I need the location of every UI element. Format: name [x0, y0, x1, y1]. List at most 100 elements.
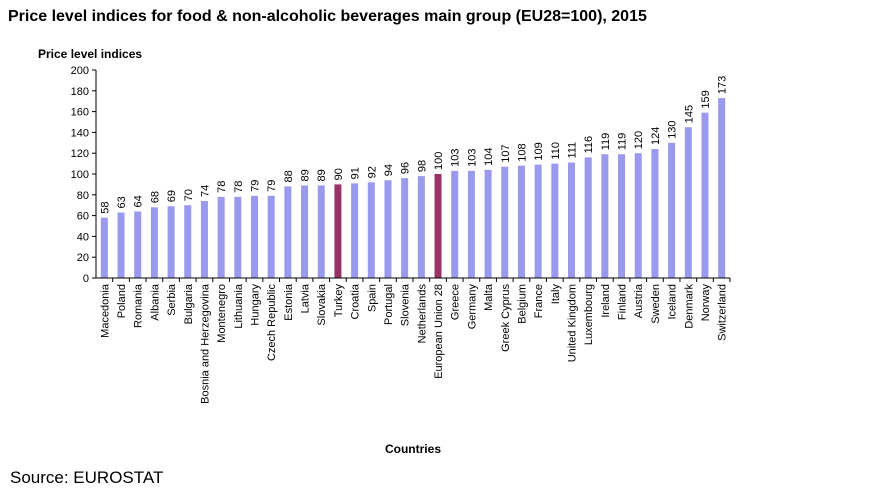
- x-tick-label: Bosnia and Herzegovina: [199, 283, 211, 404]
- bar: [434, 174, 442, 278]
- x-tick-label: Italy: [550, 284, 562, 305]
- data-label: 159: [700, 90, 712, 108]
- y-tick-label: 80: [77, 190, 89, 202]
- bar: [484, 169, 492, 278]
- x-tick-label: Ireland: [600, 284, 612, 318]
- y-tick-label: 20: [77, 252, 89, 264]
- data-label: 124: [650, 127, 662, 145]
- bar: [718, 98, 726, 278]
- bar: [217, 196, 225, 278]
- x-tick-label: Malta: [483, 283, 495, 311]
- bar: [251, 195, 259, 278]
- x-axis-title: Countries: [385, 442, 441, 456]
- bar: [501, 166, 509, 278]
- bar: [351, 183, 359, 278]
- data-label: 79: [250, 180, 262, 192]
- y-tick-label: 180: [71, 86, 89, 98]
- y-axis-title: Price level indices: [38, 47, 142, 61]
- x-tick-label: Spain: [366, 284, 378, 312]
- data-label: 63: [116, 196, 128, 208]
- x-tick-label: Germany: [466, 284, 478, 330]
- data-label: 173: [717, 76, 729, 94]
- x-tick-label: Serbia: [166, 283, 178, 316]
- bar: [184, 205, 192, 278]
- bar: [384, 180, 392, 278]
- y-axis: 0 20 40 60 80 100 120 140 160 180 200: [71, 65, 97, 285]
- x-tick-label: Luxembourg: [583, 284, 595, 345]
- x-tick-label: France: [533, 284, 545, 318]
- data-label: 89: [316, 169, 328, 181]
- x-tick-label: Iceland: [667, 284, 679, 319]
- data-label: 119: [600, 133, 612, 151]
- data-label: 69: [166, 190, 178, 202]
- y-tick-label: 200: [71, 65, 89, 77]
- y-tick-label: 40: [77, 231, 89, 243]
- x-tick-label: Norway: [700, 284, 712, 322]
- x-tick-label: Denmark: [683, 284, 695, 329]
- bar: [200, 201, 208, 278]
- data-label: 96: [400, 162, 412, 174]
- bar: [100, 217, 108, 278]
- bar: [618, 154, 626, 278]
- bar: [601, 154, 609, 278]
- data-label: 145: [683, 105, 695, 123]
- bar: [317, 185, 325, 278]
- x-tick-labels: Macedonia Poland Romania Albania Serbia Bulga…: [99, 283, 728, 404]
- data-label: 58: [99, 201, 111, 213]
- x-tick-label: Turkey: [333, 284, 345, 318]
- data-label: 111: [567, 142, 579, 159]
- x-tick-label: Portugal: [383, 284, 395, 325]
- bar: [167, 206, 175, 278]
- data-label: 70: [183, 189, 195, 201]
- data-label: 103: [450, 149, 462, 167]
- data-label: 88: [283, 170, 295, 182]
- data-label: 89: [300, 169, 312, 181]
- bar: [517, 165, 525, 278]
- bar: [367, 182, 375, 278]
- x-axis: [96, 277, 731, 282]
- y-tick-label: 100: [71, 169, 89, 181]
- x-tick-label: Bulgaria: [183, 283, 195, 324]
- bar: [267, 195, 275, 278]
- data-label: 64: [133, 195, 145, 207]
- x-tick-label: Finland: [617, 284, 629, 320]
- value-labels: 58 63 64 68 69 70 74 78 78 79 79 88 89 89 90 91 92 94 96 98…: [99, 76, 728, 214]
- bar: [417, 176, 425, 278]
- bar: [301, 185, 309, 278]
- page-title: Price level indices for food & non-alcoh…: [8, 8, 647, 25]
- y-tick-label: 60: [77, 211, 89, 223]
- y-tick-label: 160: [71, 107, 89, 119]
- data-label: 98: [416, 160, 428, 172]
- data-label: 110: [550, 142, 562, 160]
- x-tick-label: Slovakia: [316, 283, 328, 325]
- x-tick-label: Hungary: [250, 284, 262, 326]
- x-tick-label: Poland: [116, 284, 128, 318]
- x-tick-label: United Kingdom: [567, 284, 579, 362]
- bar: [684, 127, 692, 278]
- y-tick-label: 120: [71, 148, 89, 160]
- x-tick-label: Macedonia: [99, 283, 111, 338]
- bar: [651, 149, 659, 278]
- data-label: 104: [483, 147, 495, 165]
- bar: [150, 207, 158, 278]
- bar: [234, 196, 242, 278]
- data-label: 74: [199, 185, 211, 197]
- x-tick-label: Czech Republic: [266, 284, 278, 362]
- data-label: 103: [466, 149, 478, 167]
- x-tick-label: Sweden: [650, 284, 662, 324]
- bar: [568, 162, 576, 278]
- x-tick-label: Albania: [149, 283, 161, 321]
- bar: [551, 163, 559, 278]
- y-tick-label: 0: [83, 273, 89, 285]
- data-label: 120: [633, 131, 645, 149]
- bar: [634, 153, 642, 278]
- bar: [534, 164, 542, 278]
- bar: [334, 184, 342, 278]
- x-tick-label: Montenegro: [216, 284, 228, 343]
- bar: [467, 170, 475, 278]
- data-label: 130: [667, 120, 679, 138]
- data-label: 116: [583, 136, 595, 154]
- x-tick-label: Greek Cyprus: [500, 284, 512, 352]
- x-tick-label: Slovenia: [400, 283, 412, 326]
